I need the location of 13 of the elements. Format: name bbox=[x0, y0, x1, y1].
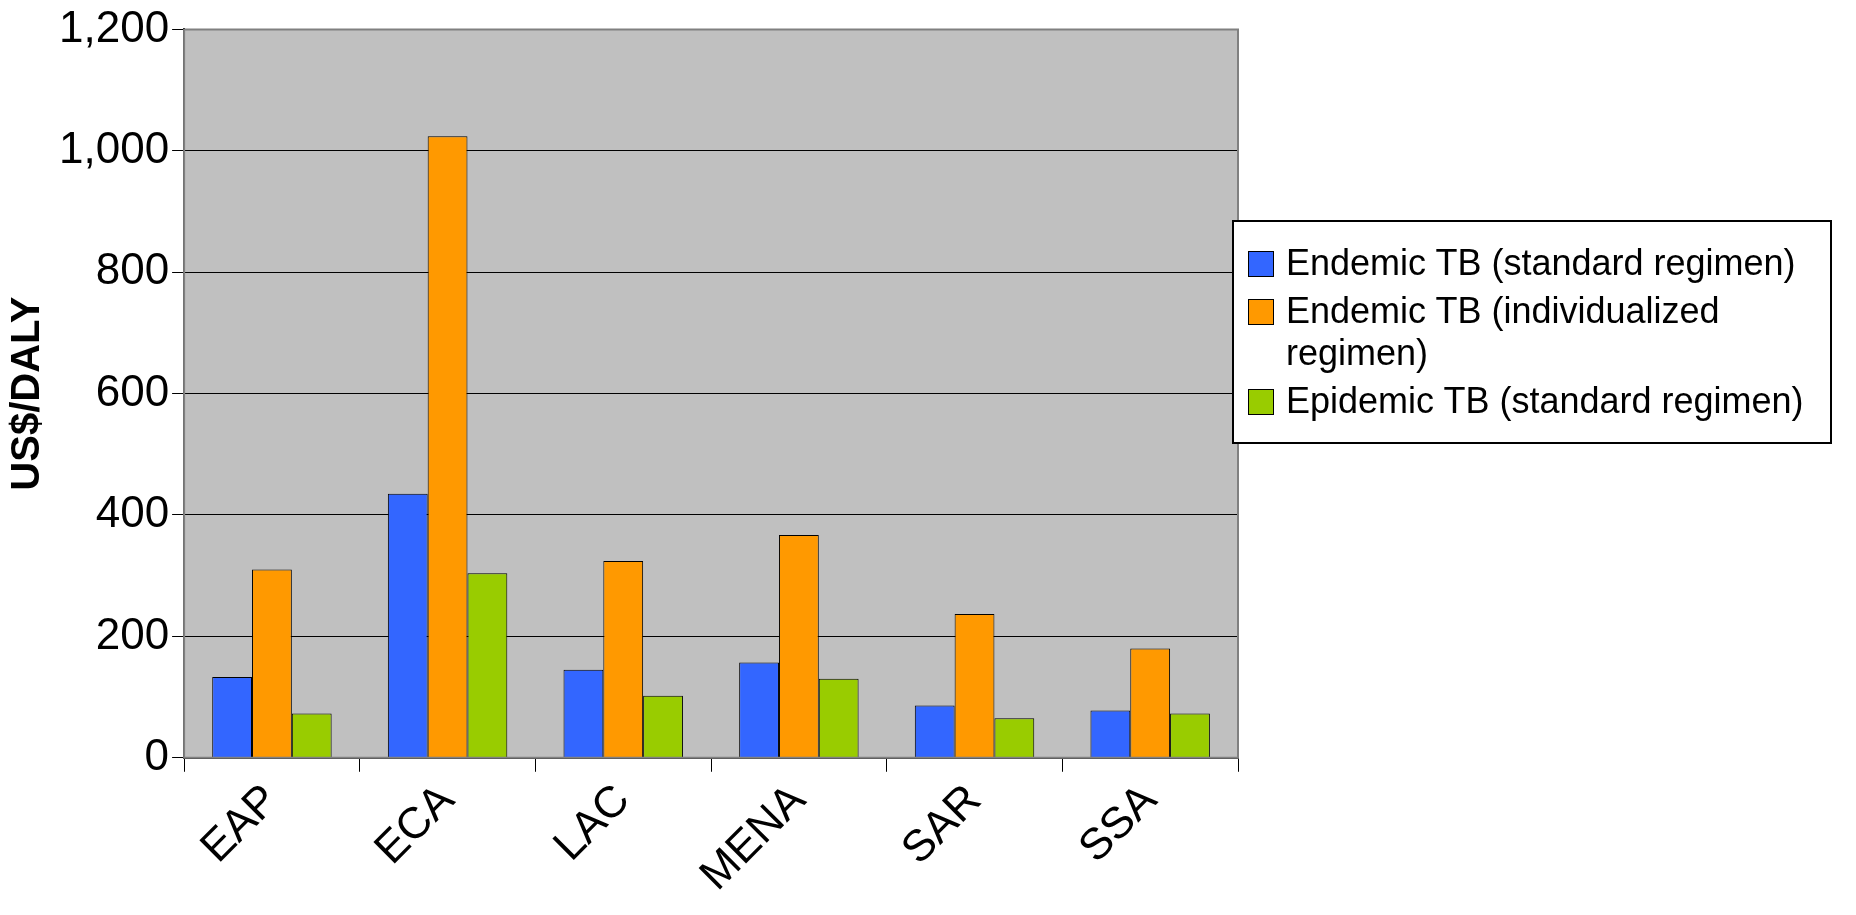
y-tick-label: 800 bbox=[95, 244, 170, 294]
legend-label: Endemic TB (individualized regimen) bbox=[1286, 290, 1721, 374]
y-axis-title: US$/DALY bbox=[3, 296, 48, 491]
x-tick-label: LAC bbox=[543, 773, 639, 869]
y-tick-label: 0 bbox=[144, 729, 170, 779]
x-tick-label: SSA bbox=[1068, 773, 1166, 871]
y-tick-label: 600 bbox=[95, 365, 170, 415]
legend-label: Epidemic TB (standard regimen) bbox=[1286, 380, 1804, 422]
y-tick-label: 200 bbox=[95, 608, 170, 658]
y-tick-label: 1,000 bbox=[59, 122, 170, 172]
legend-label: Endemic TB (standard regimen) bbox=[1286, 242, 1796, 284]
y-tick-label: 400 bbox=[95, 487, 170, 537]
y-tick-label: 1,200 bbox=[59, 1, 170, 51]
